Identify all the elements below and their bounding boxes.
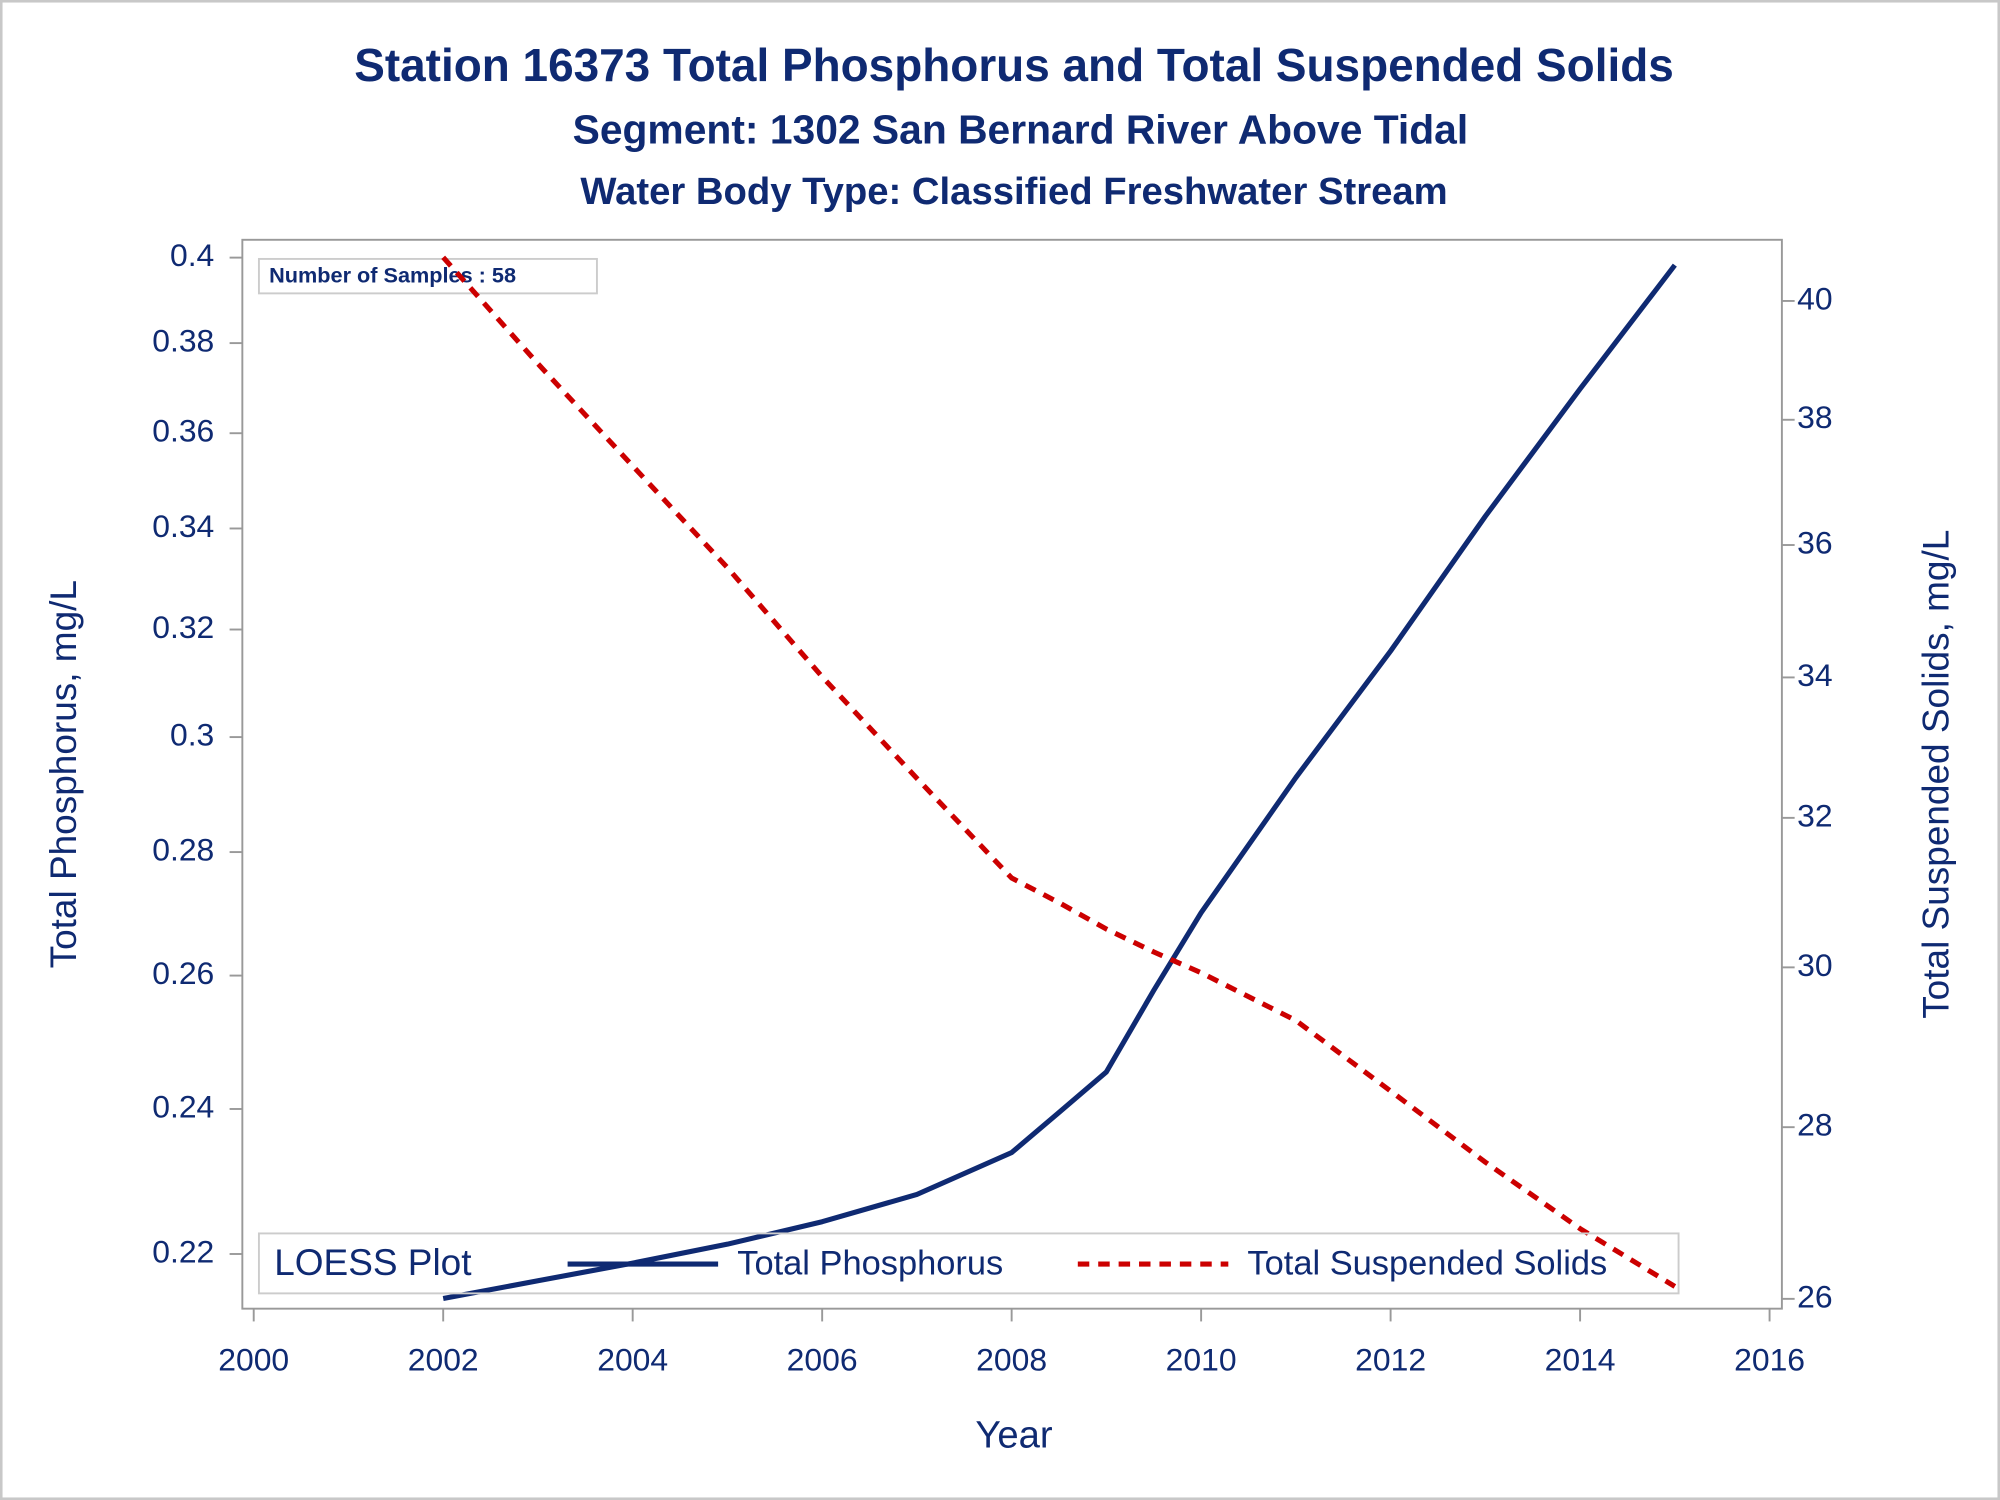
y-tick-label: 0.4 — [170, 237, 214, 273]
x-axis-label: Year — [975, 1414, 1053, 1457]
y2-tick-label: 30 — [1797, 947, 1832, 983]
legend-label: Total Suspended Solids — [1247, 1244, 1607, 1282]
y-tick-label: 0.28 — [152, 831, 214, 867]
annotation-box — [257, 257, 598, 295]
x-tick-label: 2002 — [408, 1342, 479, 1378]
y2-tick-label: 38 — [1797, 399, 1832, 435]
y2-tick-label: 28 — [1797, 1107, 1832, 1143]
legend-label: Total Phosphorus — [737, 1244, 1003, 1282]
y-tick-label: 0.32 — [152, 609, 214, 645]
chart-subtitle: Water Body Type: Classified Freshwater S… — [580, 170, 1447, 213]
chart-title: Station 16373 Total Phosphorus and Total… — [354, 39, 1674, 91]
x-tick-label: 2012 — [1355, 1342, 1426, 1378]
y2-tick-label: 32 — [1797, 797, 1832, 833]
data-line — [442, 263, 1677, 1302]
x-tick-label: 2008 — [976, 1342, 1047, 1378]
y2-tick-label: 34 — [1797, 657, 1832, 693]
legend-title: LOESS Plot — [274, 1242, 471, 1283]
x-tick-label: 2014 — [1545, 1342, 1616, 1378]
x-tick-label: 2004 — [597, 1342, 668, 1378]
y-tick-label: 0.26 — [152, 955, 214, 991]
y-tick-label: 0.24 — [152, 1088, 214, 1124]
y2-tick-label: 36 — [1797, 524, 1832, 560]
x-tick-label: 2016 — [1734, 1342, 1805, 1378]
legend-box — [257, 1232, 1680, 1295]
x-tick-label: 2006 — [787, 1342, 858, 1378]
x-tick-label: 2010 — [1166, 1342, 1237, 1378]
data-line — [441, 255, 1677, 1289]
chart-subtitle: Segment: 1302 San Bernard River Above Ti… — [573, 106, 1469, 152]
y2-axis-label: Total Suspended Solids, mg/L — [1916, 530, 1957, 1019]
y-tick-label: 0.38 — [152, 323, 214, 359]
annotation: Number of Samples : 58 — [269, 263, 516, 288]
y-tick-label: 0.34 — [152, 508, 214, 544]
y-tick-label: 0.36 — [152, 413, 214, 449]
y-tick-label: 0.3 — [170, 717, 214, 753]
y2-tick-label: 26 — [1797, 1278, 1832, 1314]
y-axis-label: Total Phosphorus, mg/L — [43, 580, 84, 968]
x-tick-label: 2000 — [218, 1342, 289, 1378]
y-tick-label: 0.22 — [152, 1233, 214, 1269]
y2-tick-label: 40 — [1797, 280, 1832, 316]
